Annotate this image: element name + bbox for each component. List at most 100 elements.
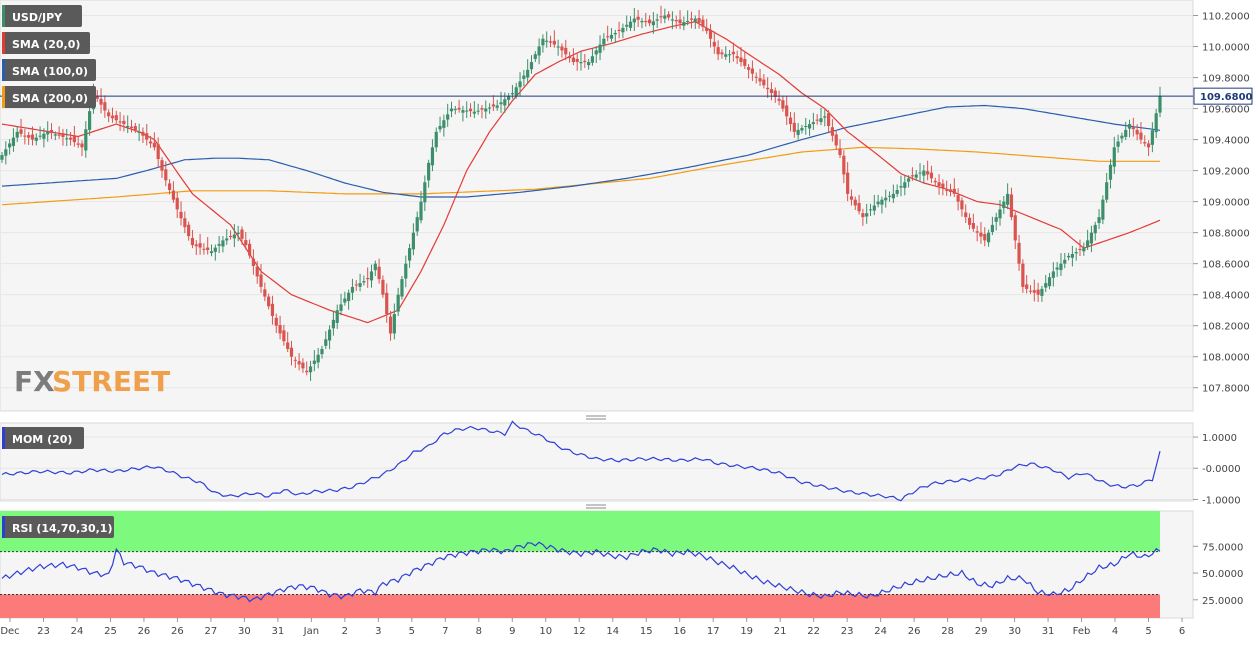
- candle-body: [30, 134, 35, 140]
- price-tick-label: 107.8000: [1202, 384, 1250, 395]
- candle-body: [739, 57, 743, 63]
- candle-body: [914, 174, 918, 178]
- candle-body: [148, 141, 153, 144]
- candle-body: [240, 229, 244, 239]
- candle-body: [602, 38, 606, 45]
- candle-body: [655, 19, 659, 21]
- legend-sma200[interactable]: SMA (200,0): [2, 86, 96, 108]
- legend-sma100[interactable]: SMA (100,0): [2, 59, 96, 81]
- x-tick-label: 15: [640, 626, 653, 637]
- candle-body: [255, 266, 259, 277]
- candle-body: [118, 121, 122, 123]
- legend-sma20[interactable]: SMA (20,0): [2, 32, 90, 54]
- candle-body: [358, 283, 362, 287]
- candle-body: [228, 235, 233, 237]
- candle-body: [727, 54, 732, 56]
- candle-body: [289, 347, 294, 357]
- candle-body: [986, 232, 991, 243]
- price-tick-label: 108.2000: [1202, 322, 1250, 333]
- candle-body: [708, 29, 713, 39]
- x-tick-label: 14: [606, 626, 619, 637]
- candle-body: [1127, 124, 1132, 129]
- candle-body: [251, 258, 256, 266]
- price-tick-label: 108.4000: [1202, 291, 1250, 302]
- legend-mom[interactable]: MOM (20): [2, 427, 84, 449]
- candle-body: [754, 76, 758, 78]
- candle-body: [743, 58, 747, 66]
- candle-body: [899, 186, 903, 188]
- candle-body: [404, 263, 408, 279]
- candle-body: [891, 193, 895, 199]
- candle-body: [320, 348, 324, 355]
- candle-body: [788, 117, 793, 125]
- candle-body: [1017, 242, 1021, 264]
- candle-body: [438, 126, 442, 130]
- candle-body: [190, 237, 195, 246]
- candle-body: [377, 266, 381, 280]
- legend-sma200-label: SMA (200,0): [12, 92, 88, 105]
- candle-body: [625, 24, 629, 27]
- candle-body: [114, 115, 118, 121]
- candle-body: [636, 16, 640, 20]
- candle-body: [1044, 283, 1048, 288]
- candle-body: [716, 47, 720, 55]
- candle-body: [99, 98, 103, 105]
- candle-body: [164, 169, 168, 181]
- candle-body: [564, 47, 568, 55]
- candle-body: [964, 212, 968, 218]
- x-tick-label: 24: [71, 626, 84, 637]
- candle-body: [187, 224, 191, 237]
- candle-body: [446, 114, 450, 120]
- candle-body: [68, 137, 73, 140]
- candle-body: [712, 41, 716, 47]
- candle-body: [678, 19, 682, 24]
- candle-body: [556, 46, 560, 48]
- candle-body: [1074, 252, 1078, 254]
- candle-body: [853, 199, 857, 206]
- candle-body: [327, 329, 332, 341]
- candle-body: [613, 32, 617, 35]
- candle-body: [381, 279, 385, 295]
- candle-body: [792, 122, 796, 132]
- candle-body: [884, 197, 888, 201]
- splitter-handle-2[interactable]: [586, 504, 606, 509]
- legend-rsi-label: RSI (14,70,30,1): [12, 522, 112, 535]
- candle-body: [369, 271, 374, 281]
- candle-body: [84, 129, 88, 151]
- x-tick-label: 2: [342, 626, 348, 637]
- candle-body: [868, 209, 873, 211]
- candle-body: [1108, 164, 1113, 180]
- x-tick-label: 23: [841, 626, 854, 637]
- candle-body: [1146, 143, 1151, 148]
- candle-body: [758, 78, 762, 82]
- candle-body: [876, 201, 880, 205]
- candle-body: [1101, 199, 1105, 220]
- splitter-handle-1[interactable]: [586, 415, 606, 420]
- candle-body: [263, 289, 267, 297]
- candle-body: [1120, 135, 1124, 139]
- x-tick-label: Jan: [303, 626, 319, 637]
- candle-body: [362, 281, 366, 283]
- legend-rsi[interactable]: RSI (14,70,30,1): [2, 516, 114, 538]
- candle-body: [1025, 284, 1029, 289]
- price-tick-label: 108.0000: [1202, 353, 1250, 364]
- x-tick-label: 30: [238, 626, 251, 637]
- legend-usdjpy[interactable]: USD/JPY: [2, 5, 82, 27]
- candle-body: [846, 172, 850, 194]
- candle-body: [526, 69, 530, 78]
- candle-body: [571, 57, 575, 63]
- candle-body: [103, 102, 107, 111]
- candle-body: [491, 104, 495, 107]
- candle-body: [373, 263, 377, 271]
- candle-body: [34, 137, 38, 141]
- rsi-tick-label: 75.0000: [1202, 542, 1243, 553]
- candle-body: [213, 247, 217, 252]
- candle-body: [735, 56, 739, 59]
- mom-tick-label: -1.0000: [1202, 495, 1241, 506]
- mom-axis: 1.0000 -0.0000 -1.0000: [1193, 433, 1241, 506]
- candle-body: [807, 124, 812, 129]
- candle-body: [122, 120, 126, 125]
- candle-body: [545, 40, 549, 42]
- candle-body: [8, 143, 12, 148]
